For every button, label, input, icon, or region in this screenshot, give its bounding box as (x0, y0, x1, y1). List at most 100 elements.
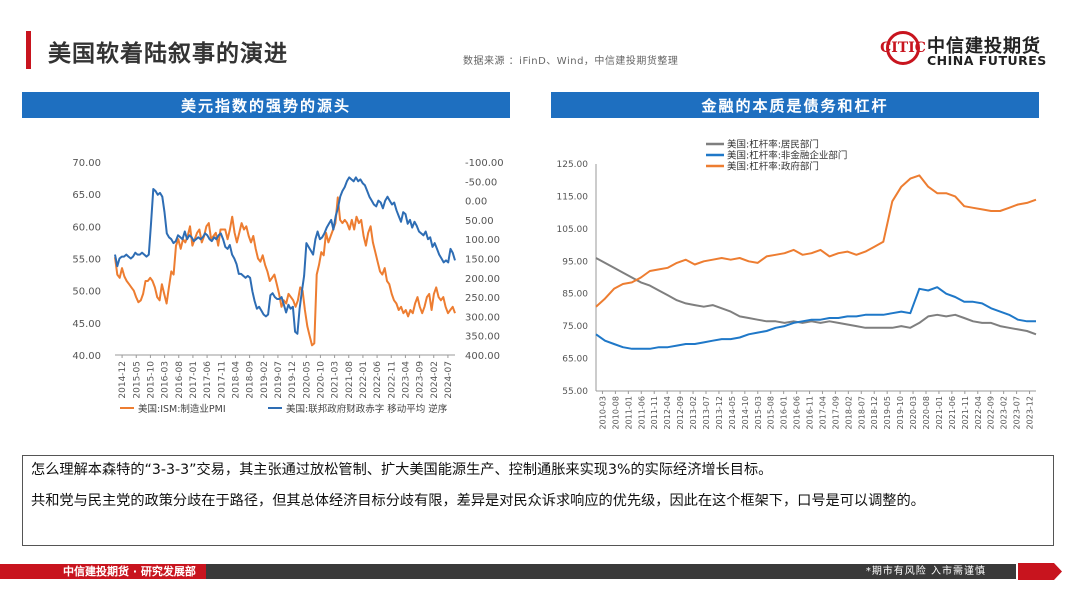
right-chart-x-tick: 2013-07 (702, 396, 711, 429)
left-chart-y-tick: 70.00 (72, 158, 101, 169)
right-chart-y-tick: 115.00 (557, 192, 589, 202)
right-chart-legend-label: 美国:杠杆率:居民部门 (727, 139, 819, 151)
right-chart-y-tick: 95.00 (562, 257, 588, 267)
left-chart-y2-tick: -50.00 (465, 177, 497, 188)
left-panel-title: 美元指数的强势的源头 (22, 92, 510, 118)
footer-risk-bar: *期市有风险 入市需谨慎 (206, 564, 1016, 579)
right-chart-y-tick: 75.00 (562, 322, 588, 332)
left-chart-y2-tick: 100.00 (465, 235, 500, 246)
left-chart-legend-label: 美国:ISM:制造业PMI (138, 403, 226, 415)
left-chart-series-line-1 (114, 196, 456, 347)
right-chart-series-line-1 (595, 257, 1037, 336)
right-chart-series-line-3 (595, 174, 1037, 308)
right-chart-y-tick: 125.00 (557, 160, 589, 170)
commentary-line-1: 怎么理解本森特的“3-3-3”交易，其主张通过放松管制、扩大美国能源生产、控制通… (31, 462, 773, 478)
page-title: 美国软着陆叙事的演进 (48, 40, 288, 67)
right-chart-x-tick: 2023-12 (1026, 396, 1035, 429)
left-chart-y2-tick: 300.00 (465, 312, 500, 323)
right-chart-x-tick: 2016-11 (806, 396, 815, 429)
right-chart-x-tick: 2020-08 (922, 396, 931, 429)
right-chart-x-tick: 2016-01 (780, 396, 789, 429)
left-chart-x-tick: 2018-09 (246, 361, 256, 399)
left-chart-series-line-2 (114, 176, 456, 335)
left-chart-x-tick: 2023-09 (416, 361, 426, 399)
left-chart-x-tick: 2021-08 (345, 361, 355, 399)
left-chart-y-tick: 65.00 (72, 190, 101, 201)
left-chart-x-tick: 2023-04 (401, 361, 411, 399)
right-chart-x-tick: 2011-06 (637, 396, 646, 429)
right-chart-x-tick: 2021-11 (961, 396, 970, 429)
left-chart-y-tick: 50.00 (72, 287, 101, 298)
left-chart-y-tick: 60.00 (72, 222, 101, 233)
right-chart-x-tick: 2012-09 (676, 396, 685, 429)
right-chart-x-tick: 2018-07 (857, 396, 866, 429)
right-chart-x-tick: 2018-12 (870, 396, 879, 429)
right-chart-x-tick: 2013-02 (689, 396, 698, 429)
left-chart-x-tick: 2016-03 (161, 361, 171, 399)
left-chart-y-tick: 45.00 (72, 319, 101, 330)
right-chart-x-tick: 2022-04 (974, 396, 983, 429)
right-chart-x-tick: 2014-10 (741, 396, 750, 429)
right-chart-legend-label: 美国:杠杆率:政府部门 (727, 161, 819, 173)
data-source-note: 数据来源 ：iFinD、Wind，中信建投期货整理 (463, 56, 679, 67)
right-chart-x-tick: 2011-11 (650, 396, 659, 429)
right-chart-x-tick: 2022-09 (987, 396, 996, 429)
commentary-line-2: 共和党与民主党的政策分歧在于路径，但其总体经济目标分歧有限，差异是对民众诉求响应… (31, 493, 925, 509)
left-chart-x-tick: 2018-04 (231, 361, 241, 399)
left-chart-x-tick: 2014-12 (118, 361, 128, 399)
left-chart-x-tick: 2015-10 (146, 361, 156, 399)
title-accent-bar (26, 31, 31, 69)
right-chart-x-tick: 2021-06 (948, 396, 957, 429)
left-chart-x-tick: 2022-06 (373, 361, 383, 399)
right-chart-x-tick: 2020-03 (909, 396, 918, 429)
company-logo: CITIC 中信建投期货 CHINA FUTURES (880, 31, 1066, 71)
left-chart-x-tick: 2021-03 (331, 361, 341, 399)
left-chart-x-tick: 2017-11 (217, 361, 227, 399)
left-chart-x-tick: 2022-01 (359, 361, 369, 399)
left-chart-x-tick: 2015-05 (132, 361, 142, 399)
left-chart-x-tick: 2022-11 (387, 361, 397, 399)
commentary-box: 怎么理解本森特的“3-3-3”交易，其主张通过放松管制、扩大美国能源生产、控制通… (22, 455, 1054, 546)
left-chart-y-tick: 40.00 (72, 351, 101, 362)
right-chart-x-tick: 2019-10 (896, 396, 905, 429)
logo-emblem-icon: CITIC (880, 31, 926, 65)
right-chart-x-tick: 2014-05 (728, 396, 737, 429)
left-chart-y2-tick: -100.00 (465, 158, 504, 169)
footer-arrow-icon (1018, 563, 1062, 580)
right-chart-x-tick: 2023-02 (1000, 396, 1009, 429)
left-chart-y2-tick: 350.00 (465, 332, 500, 343)
footer-brand-bar: 中信建投期货 · 研究发展部 (0, 564, 206, 579)
right-chart: 125.00 115.00 105.00 95.00 85.00 75.00 65.00 55… (557, 139, 1037, 429)
right-chart-y-tick: 55.00 (562, 387, 588, 397)
left-chart-y2-tick: 250.00 (465, 293, 500, 304)
right-chart-x-tick: 2015-08 (767, 396, 776, 429)
left-chart-x-tick: 2024-07 (444, 361, 454, 399)
right-chart-x-tick: 2013-12 (715, 396, 724, 429)
logo-name-cn: 中信建投期货 (927, 36, 1041, 57)
right-panel-title: 金融的本质是债务和杠杆 (551, 92, 1039, 118)
right-chart-x-tick: 2019-05 (883, 396, 892, 429)
right-chart-x-tick: 2021-01 (935, 396, 944, 429)
left-chart-x-tick: 2024-02 (430, 361, 440, 399)
left-chart: 70.00 65.00 60.00 55.00 50.00 45.00 40.00 -100.… (72, 158, 504, 415)
right-chart-x-tick: 2010-08 (611, 396, 620, 429)
left-chart-y2-tick: 50.00 (465, 216, 494, 227)
footer-risk-text: *期市有风险 入市需谨慎 (865, 566, 986, 577)
right-chart-series-line-2 (595, 286, 1036, 350)
right-chart-y-tick: 105.00 (557, 225, 589, 235)
right-chart-x-tick: 2015-03 (754, 396, 763, 429)
left-chart-y2-tick: 0.00 (465, 197, 487, 208)
right-chart-x-tick: 2010-03 (598, 396, 607, 429)
left-chart-y2-tick: 150.00 (465, 255, 500, 266)
right-chart-legend-label: 美国:杠杆率:非金融企业部门 (727, 150, 847, 162)
right-chart-x-tick: 2016-06 (793, 396, 802, 429)
right-chart-x-tick: 2023-07 (1013, 396, 1022, 429)
right-chart-x-tick: 2012-04 (663, 396, 672, 429)
left-chart-y-tick: 55.00 (72, 255, 101, 266)
right-chart-x-tick: 2018-02 (844, 396, 853, 429)
left-chart-x-tick: 2016-08 (175, 361, 185, 399)
logo-name-en: CHINA FUTURES (927, 53, 1047, 68)
right-chart-x-tick: 2017-09 (831, 396, 840, 429)
left-chart-x-tick: 2019-07 (274, 361, 284, 399)
left-chart-y2-tick: 200.00 (465, 274, 500, 285)
